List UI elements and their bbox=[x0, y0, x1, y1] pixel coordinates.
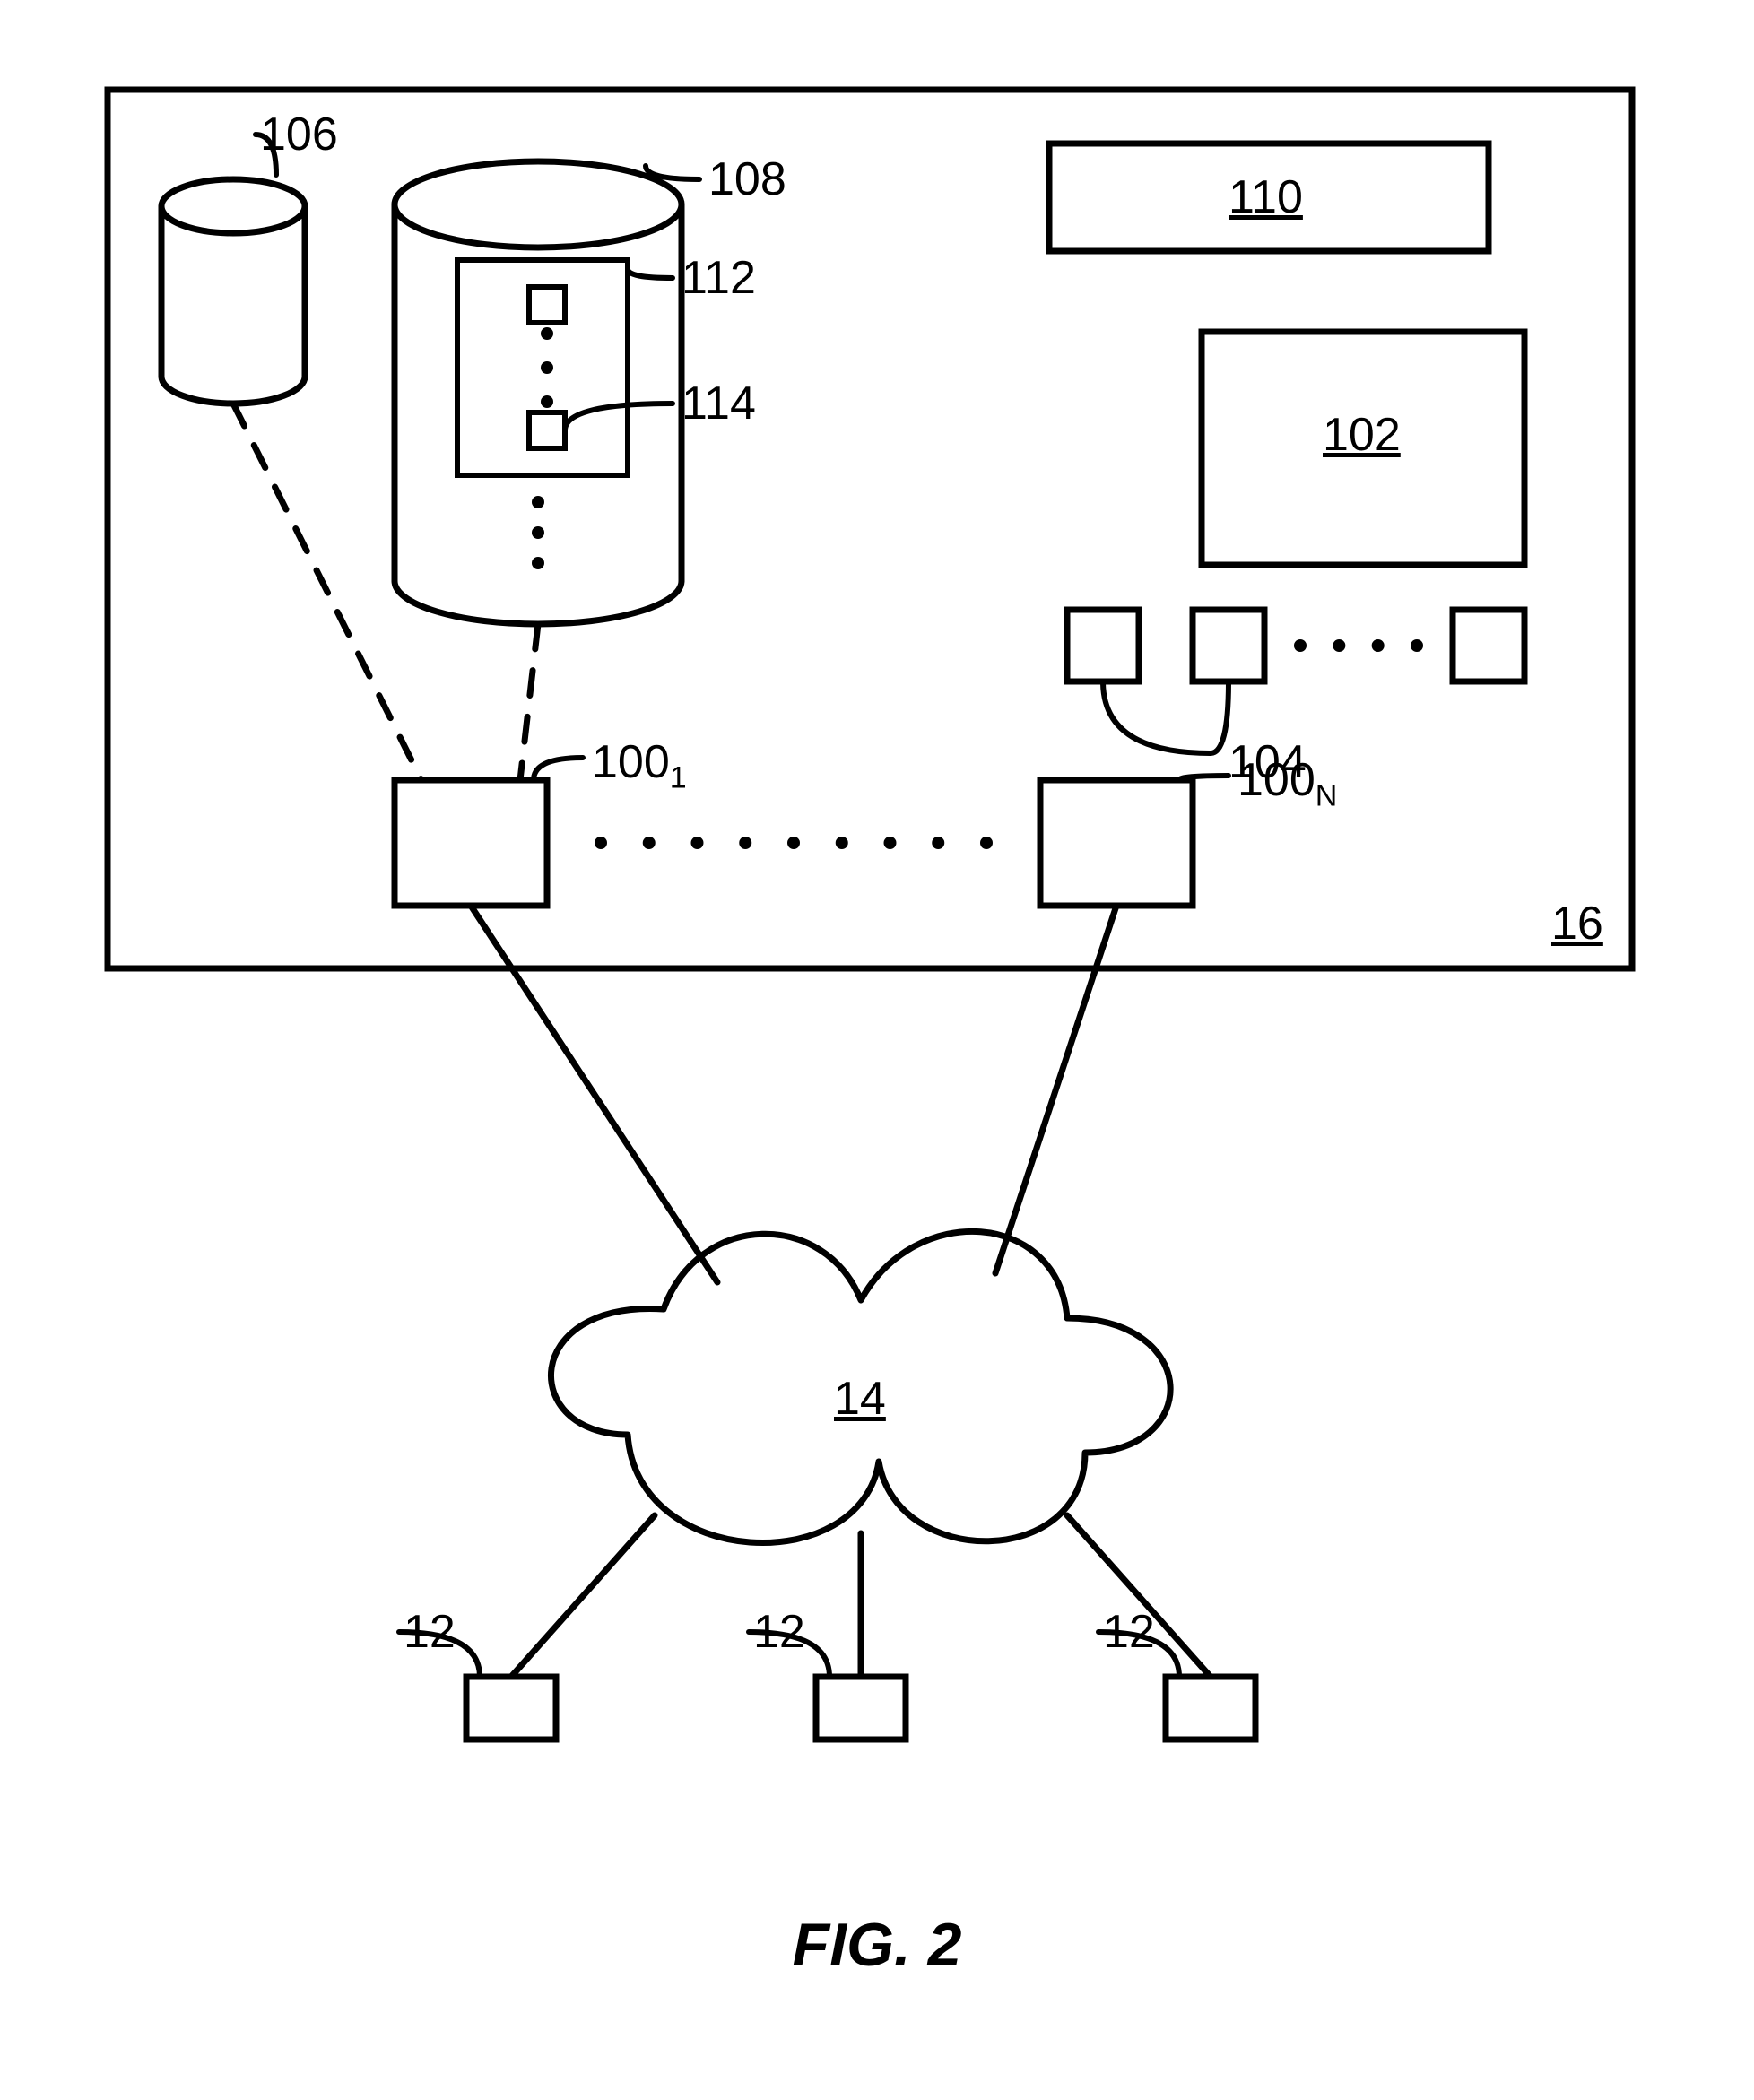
label-112: 112 bbox=[682, 251, 756, 305]
figure-caption: FIG. 2 bbox=[0, 1910, 1754, 1980]
label-100-right: 100N bbox=[1237, 753, 1337, 813]
label-12-a: 12 bbox=[404, 1605, 456, 1659]
label-100-left: 1001 bbox=[592, 735, 687, 795]
label-12-c: 12 bbox=[1103, 1605, 1155, 1659]
label-108: 108 bbox=[708, 152, 786, 206]
figure-2-diagram: 106 108 112 114 110 102 104 1001 100N 16… bbox=[0, 0, 1754, 2100]
label-114: 114 bbox=[682, 377, 756, 430]
label-16: 16 bbox=[1551, 897, 1603, 950]
label-110: 110 bbox=[1229, 170, 1303, 224]
label-14: 14 bbox=[834, 1372, 886, 1426]
label-106: 106 bbox=[260, 108, 338, 161]
label-12-b: 12 bbox=[753, 1605, 805, 1659]
label-102: 102 bbox=[1323, 408, 1401, 462]
diagram-svg bbox=[0, 0, 1754, 2100]
